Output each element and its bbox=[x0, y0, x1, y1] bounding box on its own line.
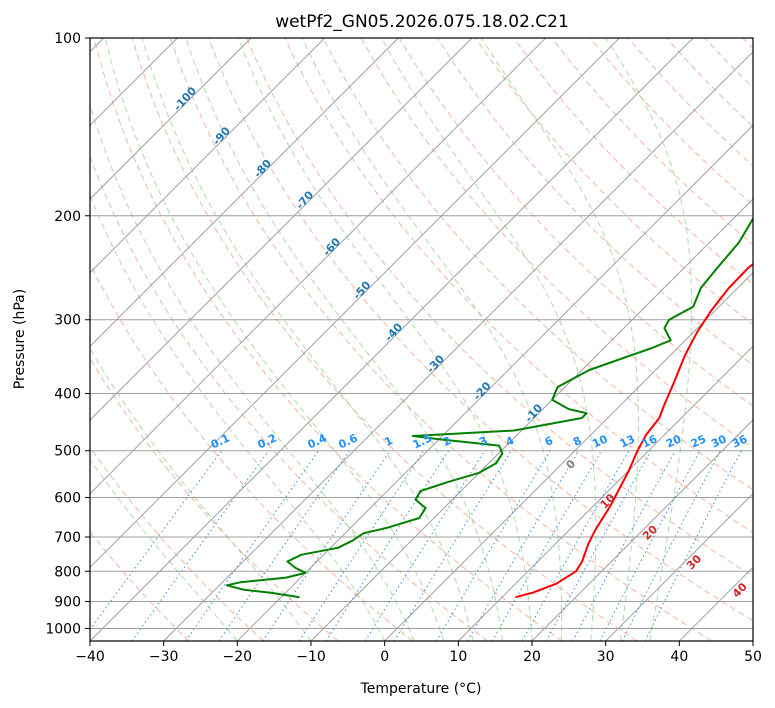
isotherm-line bbox=[163, 50, 753, 641]
mixing-ratio-line bbox=[572, 450, 676, 641]
x-tick-label: −20 bbox=[223, 649, 253, 665]
x-tick-label: 30 bbox=[597, 649, 615, 665]
y-tick-label: 300 bbox=[54, 313, 81, 329]
mixing-ratio-line bbox=[262, 450, 391, 641]
isotherm-lines bbox=[90, 38, 753, 641]
moist-adiabat-line bbox=[90, 194, 386, 641]
moist-adiabat-line bbox=[381, 38, 597, 641]
dry-adiabat-line bbox=[169, 38, 712, 641]
mixing-ratio-line bbox=[364, 450, 486, 641]
y-tick-label: 1000 bbox=[45, 621, 81, 637]
y-tick-label: 100 bbox=[54, 31, 81, 47]
isotherm-line bbox=[90, 38, 326, 274]
isotherm-line bbox=[236, 124, 753, 641]
dry-adiabat-line bbox=[208, 38, 753, 622]
moist-adiabat-line bbox=[141, 38, 474, 641]
isotherm-line bbox=[457, 345, 753, 641]
chart-title: wetPf2_GN05.2026.075.18.02.C21 bbox=[275, 12, 569, 32]
moist-adiabat-line bbox=[185, 38, 503, 641]
mixing-ratio-line bbox=[298, 450, 425, 641]
mixing-ratio-label: 25 bbox=[689, 432, 708, 450]
moist-adiabat-line bbox=[104, 38, 445, 641]
mixing-ratio-line bbox=[393, 450, 512, 641]
isotherm-line bbox=[605, 492, 753, 641]
dry-adiabat-line bbox=[322, 38, 753, 491]
x-tick-label: 10 bbox=[449, 649, 467, 665]
y-tick-label: 600 bbox=[54, 490, 81, 506]
x-tick-label: −10 bbox=[296, 649, 326, 665]
dry-adiabat-line bbox=[513, 38, 753, 285]
mixing-ratio-label: 16 bbox=[640, 432, 660, 450]
isotherm-line bbox=[90, 38, 694, 641]
moist-adiabat-line bbox=[90, 458, 238, 641]
isotherm-line bbox=[90, 38, 547, 495]
isotherm-line bbox=[310, 198, 753, 641]
moist-adiabat-line bbox=[237, 38, 533, 641]
mixing-ratio-line bbox=[218, 450, 350, 641]
sounding-profiles bbox=[225, 216, 753, 599]
mixing-ratio-label: 10 bbox=[590, 432, 610, 450]
x-axis: −40 −30 −20 −10 0 10 20 30 40 50 bbox=[75, 641, 762, 665]
x-axis-label: Temperature (°C) bbox=[360, 681, 482, 697]
x-tick-label: 50 bbox=[744, 649, 762, 665]
dry-adiabat-line bbox=[90, 262, 414, 641]
isotherm-line bbox=[90, 38, 399, 348]
y-tick-label: 400 bbox=[54, 387, 81, 403]
y-tick-label: 500 bbox=[54, 444, 81, 460]
dry-adiabat-line bbox=[93, 38, 563, 641]
y-axis: 100 200 300 400 500 600 700 800 900 1000 bbox=[45, 31, 90, 637]
mixing-ratio-lines bbox=[90, 450, 742, 641]
y-tick-label: 800 bbox=[54, 564, 81, 580]
moist-adiabat-line bbox=[480, 38, 639, 641]
dewpoint-profile-line bbox=[225, 216, 753, 599]
mixing-ratio-label: 30 bbox=[709, 432, 729, 450]
isobar-lines bbox=[90, 38, 753, 629]
dry-adiabat-line bbox=[284, 38, 753, 534]
y-tick-label: 700 bbox=[54, 530, 81, 546]
mixing-ratio-line bbox=[325, 450, 450, 641]
temperature-profile-line bbox=[515, 262, 753, 599]
x-tick-label: 20 bbox=[523, 649, 541, 665]
mixing-ratio-label: 36 bbox=[730, 432, 750, 450]
isotherm-line bbox=[90, 38, 252, 200]
isotherm-line bbox=[90, 38, 473, 421]
mixing-ratio-line bbox=[131, 450, 270, 641]
mixing-ratio-line bbox=[644, 450, 742, 641]
mixing-ratio-line bbox=[545, 450, 652, 641]
isotherm-line bbox=[90, 38, 620, 569]
dry-adiabat-line bbox=[246, 38, 753, 578]
plot-frame bbox=[89, 37, 754, 642]
y-axis-label: Pressure (hPa) bbox=[12, 289, 28, 389]
mixing-ratio-line bbox=[185, 450, 320, 641]
isotherm-line bbox=[531, 419, 753, 641]
mixing-ratio-line bbox=[435, 450, 551, 641]
x-tick-label: 0 bbox=[380, 649, 389, 665]
mixing-ratio-label: 13 bbox=[618, 432, 637, 450]
x-tick-label: −40 bbox=[75, 649, 105, 665]
dry-adiabat-line bbox=[90, 446, 264, 641]
plot-area: 0.1 0.2 0.4 0.6 1 1.5 2 3 4 6 8 10 13 16 20 25 30 36-100-… bbox=[89, 37, 754, 642]
y-tick-label: 900 bbox=[54, 594, 81, 610]
x-tick-label: −30 bbox=[149, 649, 179, 665]
moist-adiabat-line bbox=[301, 38, 563, 641]
moist-adiabat-line bbox=[605, 38, 693, 641]
isotherm-line bbox=[384, 271, 753, 641]
y-tick-label: 200 bbox=[54, 209, 81, 225]
mixing-ratio-label: 20 bbox=[664, 432, 684, 450]
dry-adiabat-line bbox=[475, 38, 753, 325]
x-tick-label: 40 bbox=[670, 649, 688, 665]
